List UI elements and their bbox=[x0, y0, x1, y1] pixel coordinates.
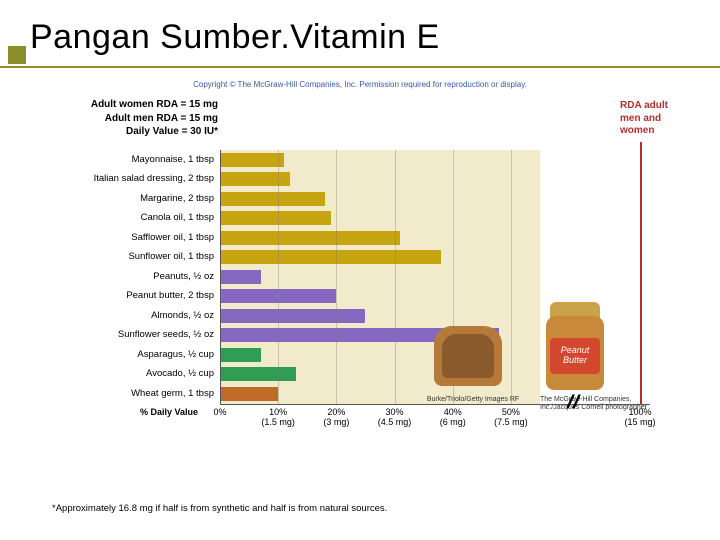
x-tick-label-100: 100%(15 mg) bbox=[615, 407, 665, 429]
x-tick-label: 10%(1.5 mg) bbox=[253, 407, 303, 429]
x-tick-line bbox=[220, 150, 221, 404]
chart-bar bbox=[220, 270, 261, 284]
chart-bar bbox=[220, 348, 261, 362]
x-axis-title: % Daily Value bbox=[140, 407, 198, 417]
x-tick-line bbox=[511, 150, 512, 404]
x-tick-label: 20%(3 mg) bbox=[311, 407, 361, 429]
food-label: Wheat germ, 1 tbsp bbox=[131, 388, 214, 399]
footnote-text: *Approximately 16.8 mg if half is from s… bbox=[52, 503, 387, 514]
x-tick-label: 50%(7.5 mg) bbox=[486, 407, 536, 429]
chart-bar bbox=[220, 153, 284, 167]
chart-bar bbox=[220, 367, 296, 381]
food-label: Avocado, ½ cup bbox=[146, 368, 214, 379]
x-axis-baseline-extension bbox=[540, 404, 650, 405]
peanut-butter-jar-image: Peanut Butter bbox=[540, 298, 610, 393]
food-label: Safflower oil, 1 tbsp bbox=[131, 232, 214, 243]
chart-bar bbox=[220, 192, 325, 206]
chart-bar bbox=[220, 309, 365, 323]
chart-bar bbox=[220, 211, 331, 225]
rda-100-line bbox=[640, 142, 642, 404]
rda-right-label: RDA adult men and women bbox=[620, 100, 690, 138]
food-label: Peanut butter, 2 tbsp bbox=[126, 290, 214, 301]
accent-square bbox=[8, 46, 26, 64]
rda-line: Adult women RDA = 15 mg bbox=[46, 98, 218, 112]
jar-label: Peanut Butter bbox=[550, 338, 600, 374]
chart-labels-column: Mayonnaise, 1 tbsp Italian salad dressing… bbox=[60, 150, 220, 404]
page-title: Pangan Sumber.Vitamin E bbox=[30, 18, 440, 57]
x-tick-label: 0% bbox=[195, 407, 245, 418]
toast-image-credit: Burke/Triolo/Getty Images RF bbox=[418, 396, 528, 404]
rda-line: Daily Value = 30 IU* bbox=[46, 125, 218, 139]
chart-bar bbox=[220, 387, 278, 401]
food-label: Peanuts, ½ oz bbox=[153, 271, 214, 282]
axis-break-mark: // bbox=[567, 392, 579, 413]
x-tick-label: 40%(6 mg) bbox=[428, 407, 478, 429]
x-tick-line bbox=[395, 150, 396, 404]
chart-bar bbox=[220, 231, 400, 245]
x-tick-line bbox=[278, 150, 279, 404]
rda-line: Adult men RDA = 15 mg bbox=[46, 112, 218, 126]
jar-label-text: Peanut Butter bbox=[550, 346, 600, 366]
toast-spread bbox=[442, 334, 494, 378]
food-label: Sunflower seeds, ½ oz bbox=[118, 329, 214, 340]
food-label: Asparagus, ½ cup bbox=[137, 349, 214, 360]
food-label: Italian salad dressing, 2 tbsp bbox=[94, 173, 214, 184]
copyright-text: Copyright © The McGraw-Hill Companies, I… bbox=[0, 80, 720, 89]
chart-bar bbox=[220, 250, 441, 264]
food-label: Mayonnaise, 1 tbsp bbox=[132, 154, 214, 165]
food-label: Sunflower oil, 1 tbsp bbox=[128, 251, 214, 262]
food-label: Canola oil, 1 tbsp bbox=[141, 212, 214, 223]
title-underline bbox=[0, 66, 720, 68]
x-tick-label: 30%(4.5 mg) bbox=[370, 407, 420, 429]
rda-block: Adult women RDA = 15 mg Adult men RDA = … bbox=[46, 98, 218, 139]
food-label: Almonds, ½ oz bbox=[151, 310, 214, 321]
vitamin-e-chart: Mayonnaise, 1 tbsp Italian salad dressing… bbox=[60, 150, 600, 452]
x-tick-line bbox=[336, 150, 337, 404]
toast-image bbox=[432, 320, 504, 390]
chart-bar bbox=[220, 172, 290, 186]
food-label: Margarine, 2 tbsp bbox=[140, 193, 214, 204]
